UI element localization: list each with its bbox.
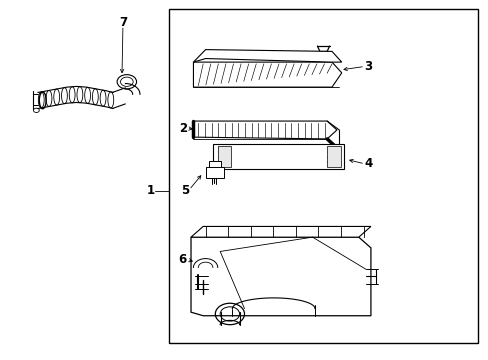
Bar: [205, 167, 224, 178]
Polygon shape: [193, 50, 341, 62]
Bar: [326, 147, 340, 167]
Text: 7: 7: [119, 16, 127, 29]
Polygon shape: [193, 121, 336, 139]
Text: 3: 3: [364, 60, 372, 73]
Text: 6: 6: [178, 253, 186, 266]
Text: 4: 4: [364, 157, 372, 170]
Text: 1: 1: [147, 184, 155, 197]
Polygon shape: [191, 237, 370, 316]
Text: 2: 2: [178, 122, 186, 135]
Polygon shape: [193, 62, 341, 87]
Bar: [169, 9, 477, 342]
Bar: [212, 144, 344, 169]
Bar: [208, 161, 221, 167]
Bar: [217, 147, 231, 167]
Polygon shape: [191, 226, 370, 237]
Text: 5: 5: [181, 184, 189, 197]
